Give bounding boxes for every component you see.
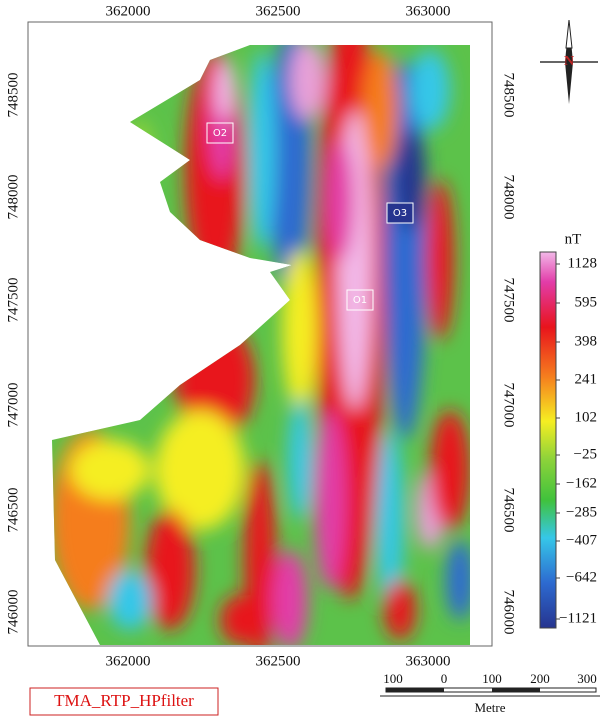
raster-blob [290, 45, 326, 120]
colorbar-label: −25 [574, 446, 597, 462]
anomaly-label: O3 [393, 208, 407, 219]
colorbar-label: 1128 [568, 255, 597, 271]
raster-blob [145, 510, 195, 630]
colorbar-label: 241 [575, 371, 598, 387]
x-tick-label: 362500 [256, 3, 301, 19]
colorbar-label: 398 [575, 333, 598, 349]
raster-blobs [52, 45, 470, 645]
raster-blob [70, 440, 150, 500]
y-tick-label: 746000 [5, 590, 21, 635]
y-tick-label: 748500 [501, 73, 517, 118]
x-tick-label: 362000 [106, 3, 151, 19]
scale-label: 200 [530, 671, 550, 686]
y-tick-label: 746000 [501, 590, 517, 635]
y-tick-label: 748500 [5, 73, 21, 118]
x-tick-label: 363000 [406, 3, 451, 19]
scale-label: 0 [441, 671, 448, 686]
north-arrow: N [540, 19, 598, 104]
colorbar-label: −285 [566, 504, 597, 520]
raster-blob [326, 140, 354, 260]
labels: 362000 362000 362500 362500 363000 363000 7485… [5, 3, 597, 686]
colorbar-unit: nT [565, 231, 582, 247]
raster-blob [376, 430, 404, 610]
colorbar [539, 251, 557, 629]
raster-blob [282, 250, 318, 410]
y-tick-label: 747000 [5, 383, 21, 428]
raster-blob [446, 540, 470, 620]
raster-blob [288, 400, 312, 520]
raster-blob [314, 410, 346, 590]
raster-blob [410, 50, 450, 130]
raster-blob [108, 570, 152, 630]
y-tick-label: 748000 [501, 175, 517, 220]
layer-name: TMA_RTP_HPfilter [54, 691, 194, 710]
raster-blob [426, 180, 454, 340]
colorbar-label: −1121 [559, 610, 597, 626]
layer-box [29, 687, 219, 716]
scale-label: 100 [383, 671, 403, 686]
y-tick-label: 747000 [501, 383, 517, 428]
north-label: N [564, 54, 574, 69]
anomaly-box [206, 122, 234, 144]
scale-bar [380, 687, 600, 697]
colorbar-label: 595 [575, 294, 598, 310]
raster-blob [384, 580, 416, 640]
x-tick-label: 362500 [256, 653, 301, 669]
anomaly-label: O2 [213, 128, 227, 139]
raster-blob [248, 50, 276, 250]
raster-blob [362, 50, 398, 170]
anomaly-box [386, 202, 414, 224]
y-tick-label: 747500 [5, 278, 21, 323]
x-tick-label: 363000 [406, 653, 451, 669]
y-tick-label: 748000 [5, 175, 21, 220]
raster-blob [430, 410, 470, 530]
y-tick-label: 746500 [501, 488, 517, 533]
raster-blob [215, 60, 235, 120]
y-tick-label: 747500 [501, 278, 517, 323]
scale-label: 100 [482, 671, 502, 686]
colorbar-label: −407 [566, 532, 597, 548]
raster-blob [220, 595, 260, 645]
colorbar-label: −642 [566, 569, 597, 585]
colorbar-label: −162 [566, 475, 597, 491]
colorbar-label: 102 [575, 409, 598, 425]
raster-blob [155, 410, 245, 530]
y-tick-label: 746500 [5, 488, 21, 533]
anomaly-label: O1 [353, 295, 367, 306]
anomaly-box [346, 289, 374, 311]
scale-label: 300 [577, 671, 597, 686]
raster-blob [272, 550, 308, 645]
x-tick-label: 362000 [106, 653, 151, 669]
scale-unit: Metre [474, 700, 505, 715]
